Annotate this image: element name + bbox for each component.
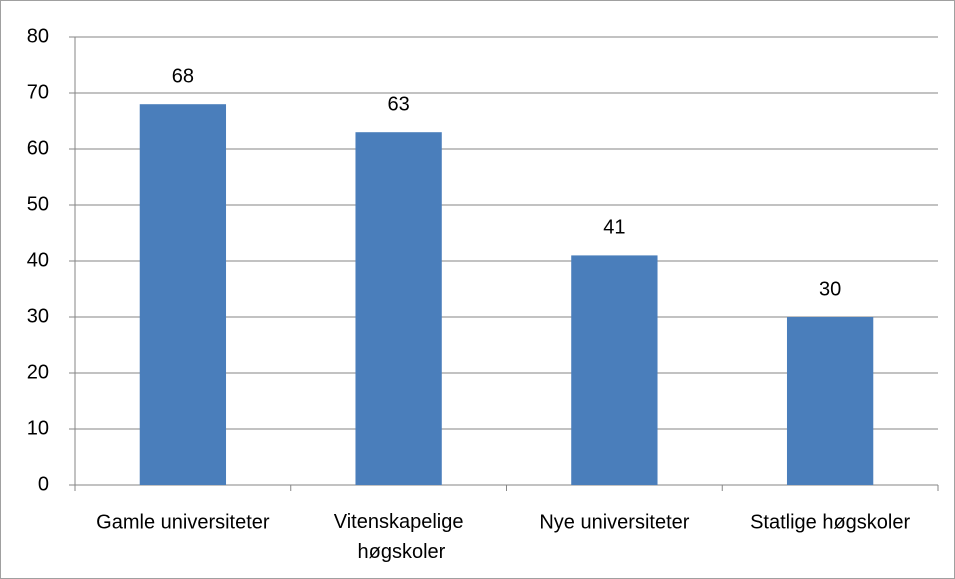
bar	[571, 255, 658, 485]
y-tick-label: 30	[27, 305, 49, 327]
data-label: 63	[388, 93, 410, 115]
x-tick-label: Gamle universiteter	[96, 511, 270, 533]
bar	[355, 132, 442, 485]
y-tick-label: 0	[38, 473, 49, 495]
y-tick-label: 20	[27, 361, 49, 383]
y-tick-label: 10	[27, 417, 49, 439]
y-tick-label: 60	[27, 137, 49, 159]
y-tick-label: 40	[27, 249, 49, 271]
y-tick-label: 70	[27, 81, 49, 103]
data-label: 41	[603, 217, 625, 239]
x-tick-label: Statlige høgskoler	[750, 511, 910, 533]
data-label: 30	[819, 278, 841, 300]
x-tick-label: Nye universiteter	[539, 511, 689, 533]
x-tick-label: Vitenskapelige høgskoler	[334, 511, 464, 563]
bar	[139, 104, 227, 485]
y-tick-label: 80	[27, 25, 49, 47]
bar	[786, 317, 874, 485]
data-label: 68	[172, 65, 194, 87]
y-tick-label: 50	[27, 193, 49, 215]
